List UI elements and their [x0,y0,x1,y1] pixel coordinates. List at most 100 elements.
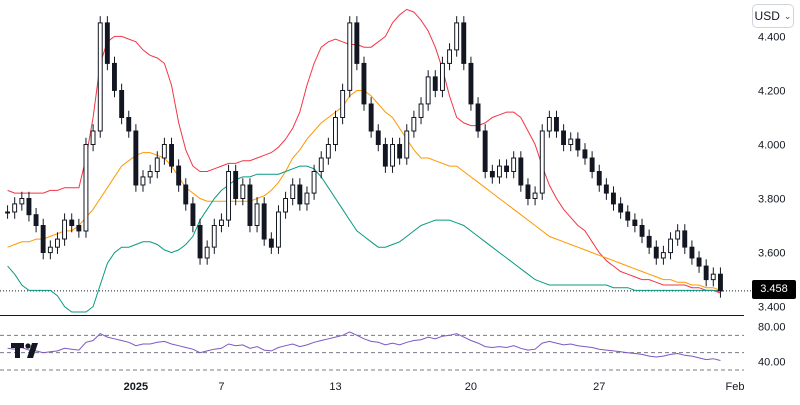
candle [254,197,260,233]
candle [375,124,381,152]
candle-body [511,157,517,172]
candle-body [440,62,445,91]
candle [546,110,552,138]
candle [454,16,460,57]
candle-body [611,192,616,205]
candle [561,124,566,152]
candle-body [561,130,566,145]
candle-body [190,203,196,226]
candle-body [112,62,117,91]
candle-body [632,219,638,227]
candle [361,56,367,111]
candle [112,56,117,98]
candle [653,240,659,265]
candle [76,218,82,238]
time-axis: 2025 7 13 20 27 Feb [124,381,745,393]
candle [589,151,595,179]
candle [390,137,396,173]
candle [97,16,103,138]
candle [147,164,153,184]
candle [539,124,545,200]
candle [161,137,167,165]
candle-body [333,117,338,145]
candle-body [247,184,253,226]
candle-body [454,22,460,51]
candle [696,251,702,273]
candle [133,124,139,192]
candle-body [461,22,467,64]
price-tick-label: 3.600 [758,248,786,260]
candle-body [40,225,46,253]
candle [297,178,303,211]
candle [154,151,160,179]
candle [432,70,438,98]
candle-body [233,171,239,199]
currency-button[interactable]: USD ⌄ [752,4,794,28]
candle-body [183,184,189,205]
candle-body [268,238,274,248]
candle [26,191,32,222]
upper-band-line [7,8,721,294]
candle [5,205,10,219]
candle [646,229,652,254]
chevron-down-icon: ⌄ [783,10,792,21]
candle-body [625,211,631,221]
candle [660,245,666,265]
candle-body [546,117,552,132]
candle-body [104,22,110,64]
candle-body [375,130,381,145]
candle [575,132,581,157]
candle-body [283,198,289,213]
currency-label: USD [754,9,780,23]
candle [169,137,175,173]
candle-body [411,117,417,132]
candle [290,178,296,206]
candle [268,232,274,254]
candle-body [211,225,217,248]
price-tick-label: 3.400 [758,302,786,314]
candle [33,207,39,233]
candles [5,16,723,298]
candle-body [297,184,303,205]
candle-body [397,144,403,159]
candle [596,164,602,192]
last-price-tag: 3.458 [752,280,796,299]
candle [425,70,431,111]
candle [204,240,210,265]
candle [304,186,310,211]
candle [55,232,60,254]
candle [219,213,224,233]
candle [347,16,353,98]
candle-body [76,225,82,232]
time-tick-label: 27 [593,381,605,393]
candle-body [197,225,203,259]
candle [682,224,688,254]
candle [511,151,517,179]
rsi-pane [0,331,744,371]
price-axis: 4.400 4.200 4.000 3.800 3.600 3.400 80.00 40.00 [758,31,786,368]
candle [382,137,388,173]
candle [47,240,53,260]
candle-body [425,76,431,105]
candle [703,259,709,287]
candle [126,110,132,138]
rsi-tick-label: 40.00 [758,356,786,368]
candle [12,197,18,219]
candle [226,164,232,227]
candle-body [618,203,624,213]
price-tick-label: 4.400 [758,31,786,43]
candle-body [311,171,317,194]
time-tick-label: Feb [726,381,745,393]
candle-body [83,144,89,232]
candle-body [304,192,310,205]
candle [718,267,723,298]
time-tick-label: 20 [465,381,477,393]
candle-body [90,130,96,145]
candle [461,16,467,71]
candle [190,197,196,233]
time-tick-label: 2025 [124,381,148,393]
candle [276,205,281,254]
tradingview-logo-icon[interactable] [10,340,46,360]
candle-body [489,171,495,178]
